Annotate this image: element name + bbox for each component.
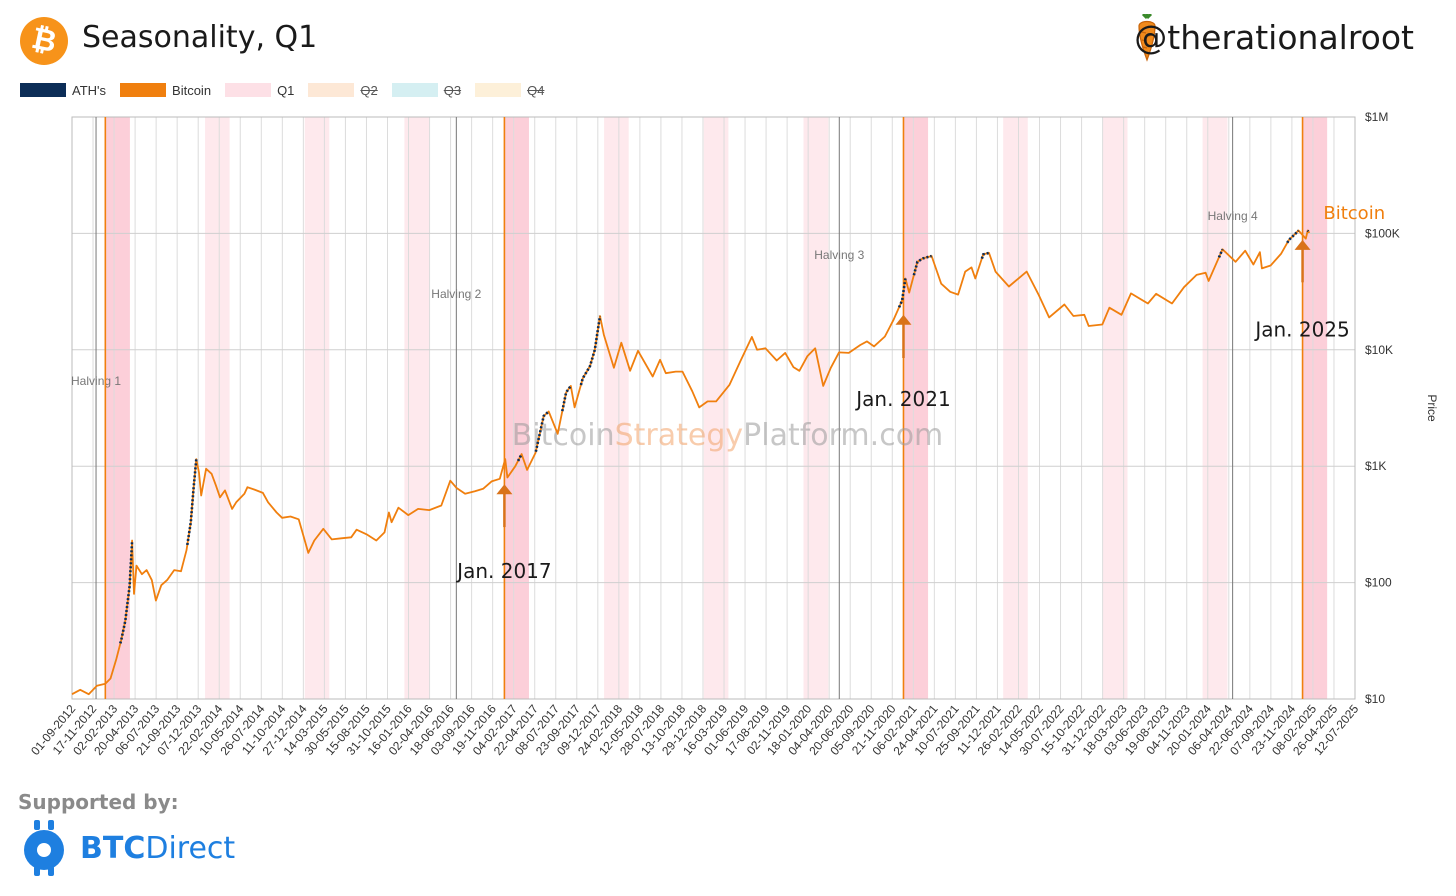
- legend-label: ATH's: [72, 82, 107, 98]
- legend-item-bitcoin[interactable]: Bitcoin: [120, 83, 211, 98]
- ath-segment: [912, 254, 932, 276]
- q1-band: [803, 117, 829, 699]
- legend-item-q2[interactable]: Q2: [308, 82, 378, 98]
- q1-band: [504, 117, 529, 699]
- y-tick-label: $1M: [1365, 110, 1388, 124]
- y-tick-label: $1K: [1365, 459, 1386, 473]
- watermark-part1: Bitcoin: [512, 418, 615, 453]
- legend-label: Bitcoin: [172, 82, 212, 98]
- legend-swatch: [475, 83, 522, 97]
- watermark-part2: Strategy: [615, 418, 744, 453]
- y-tick-label: $10: [1365, 692, 1385, 706]
- legend-label: Q4: [527, 82, 545, 98]
- legend-label: Q3: [443, 82, 462, 98]
- legend-item-q1[interactable]: Q1: [225, 83, 294, 98]
- chart-title: Seasonality, Q1: [82, 20, 318, 55]
- halving-label: Halving 2: [431, 287, 481, 301]
- watermark: BitcoinStrategyPlatform.com: [512, 418, 944, 453]
- legend-swatch: [225, 83, 272, 97]
- carrot-icon: [1138, 14, 1156, 62]
- watermark-part3: Platform.com: [743, 418, 943, 453]
- legend-item-q3[interactable]: Q3: [391, 82, 462, 98]
- legend-label: Q2: [360, 82, 378, 98]
- annotation-label: Jan. 2017: [455, 559, 551, 583]
- y-tick-label: $10K: [1365, 343, 1393, 357]
- plot-area: [71, 116, 1356, 700]
- q1-band: [205, 117, 230, 699]
- author-handle: @therationalroot: [1134, 18, 1414, 57]
- legend-swatch: [20, 83, 66, 97]
- bitcoin-logo-icon: ₿: [20, 17, 68, 65]
- ath-segment: [1306, 229, 1310, 233]
- ath-segment: [119, 540, 134, 644]
- btc-direct-wordmark: BTCDirect: [80, 830, 236, 866]
- annotation-arrowhead: [1294, 239, 1311, 250]
- ath-segment: [534, 410, 550, 452]
- ath-segment: [980, 251, 990, 259]
- q1-band: [1003, 117, 1028, 699]
- ath-segment: [186, 458, 198, 546]
- y-tick-label: $100: [1365, 576, 1392, 590]
- annotation-label: Jan. 2021: [854, 387, 950, 411]
- halving-label: Halving 3: [814, 248, 864, 262]
- ath-segment: [579, 315, 602, 386]
- q1-band: [604, 117, 629, 699]
- q1-band: [703, 117, 729, 699]
- ath-segment: [1286, 229, 1300, 244]
- halving-label: Halving 4: [1208, 209, 1258, 223]
- y-tick-label: $100K: [1365, 226, 1400, 240]
- annotation-label: Jan. 2025: [1253, 318, 1349, 342]
- legend-item-aths[interactable]: ATH's: [20, 83, 106, 98]
- series-label: Bitcoin: [1323, 203, 1385, 224]
- q1-band: [903, 117, 929, 699]
- chart-legend: ATH's Bitcoin Q1 Q2 Q3 Q4: [20, 80, 558, 100]
- q1-band: [1302, 117, 1328, 699]
- legend-swatch: [308, 83, 355, 97]
- legend-swatch: [391, 83, 438, 97]
- q1-band: [105, 117, 130, 699]
- annotation-arrowhead: [496, 484, 513, 495]
- legend-swatch: [120, 83, 167, 97]
- btc-direct-logo[interactable]: BTCDirect: [20, 820, 235, 876]
- supported-by-label: Supported by:: [18, 790, 179, 814]
- ath-segment: [516, 453, 523, 462]
- y-axis-title: Price: [1425, 394, 1439, 422]
- ath-segment: [1217, 248, 1224, 258]
- q1-band: [304, 117, 330, 699]
- annotation-arrowhead: [895, 314, 912, 325]
- legend-label: Q1: [277, 82, 295, 98]
- ath-segment: [561, 385, 572, 412]
- q1-band: [1202, 117, 1228, 699]
- halving-label: Halving 1: [71, 374, 121, 388]
- legend-item-q4[interactable]: Q4: [475, 83, 544, 98]
- btc-direct-icon: [24, 820, 64, 876]
- price-chart: $10 $100 $1K $10K $100K $1M Halving 1 Halving 2…: [28, 110, 1439, 758]
